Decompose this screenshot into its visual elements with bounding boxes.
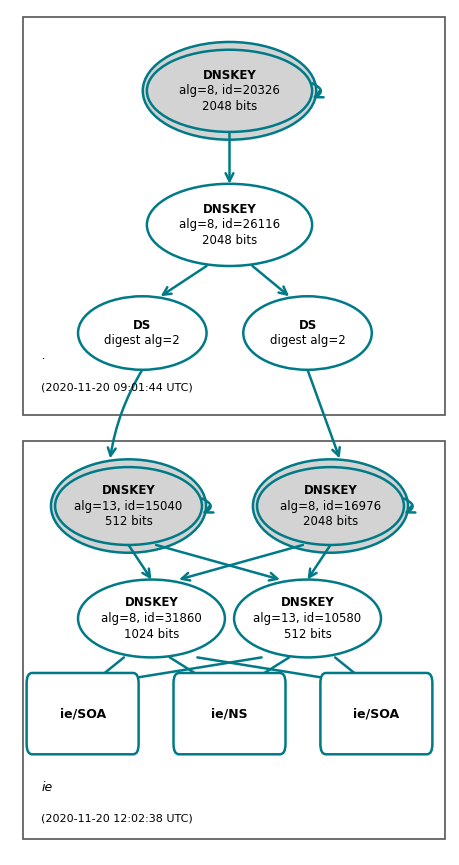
Text: 2048 bits: 2048 bits [202,234,257,247]
Text: DNSKEY: DNSKEY [303,484,358,497]
Text: alg=8, id=26116: alg=8, id=26116 [179,218,280,232]
FancyArrowPatch shape [313,83,324,97]
Text: 512 bits: 512 bits [105,515,152,529]
Text: alg=8, id=20326: alg=8, id=20326 [179,84,280,98]
Ellipse shape [253,459,408,553]
Ellipse shape [147,49,312,131]
Ellipse shape [55,467,202,545]
FancyBboxPatch shape [23,17,445,415]
Text: ie/SOA: ie/SOA [353,707,399,721]
FancyBboxPatch shape [27,673,139,754]
Text: alg=8, id=31860: alg=8, id=31860 [101,612,202,625]
Text: (2020-11-20 09:01:44 UTC): (2020-11-20 09:01:44 UTC) [41,383,193,393]
FancyBboxPatch shape [174,673,285,754]
Text: digest alg=2: digest alg=2 [269,334,346,348]
Ellipse shape [143,42,316,139]
Ellipse shape [257,467,404,545]
Ellipse shape [78,296,207,370]
Text: ie/SOA: ie/SOA [60,707,106,721]
Text: digest alg=2: digest alg=2 [104,334,180,348]
Text: .: . [41,349,45,362]
FancyBboxPatch shape [320,673,432,754]
Text: 2048 bits: 2048 bits [303,515,358,529]
Ellipse shape [78,580,225,657]
Text: 1024 bits: 1024 bits [124,627,179,641]
FancyBboxPatch shape [23,441,445,839]
Text: DS: DS [298,318,317,332]
Text: DNSKEY: DNSKEY [280,596,335,610]
Text: DNSKEY: DNSKEY [202,68,257,82]
Text: 2048 bits: 2048 bits [202,99,257,113]
FancyArrowPatch shape [202,498,213,512]
Text: DNSKEY: DNSKEY [101,484,156,497]
Ellipse shape [51,459,206,553]
Text: (2020-11-20 12:02:38 UTC): (2020-11-20 12:02:38 UTC) [41,814,193,823]
Ellipse shape [234,580,381,657]
Ellipse shape [243,296,372,370]
Ellipse shape [147,183,312,266]
Text: ie: ie [41,781,53,794]
Text: DS: DS [133,318,151,332]
FancyArrowPatch shape [404,498,415,512]
Text: ie/NS: ie/NS [211,707,248,721]
Text: alg=13, id=15040: alg=13, id=15040 [74,499,183,513]
Text: alg=8, id=16976: alg=8, id=16976 [280,499,381,513]
Text: 512 bits: 512 bits [284,627,331,641]
Text: DNSKEY: DNSKEY [202,202,257,216]
Text: DNSKEY: DNSKEY [124,596,179,610]
Text: alg=13, id=10580: alg=13, id=10580 [253,612,362,625]
